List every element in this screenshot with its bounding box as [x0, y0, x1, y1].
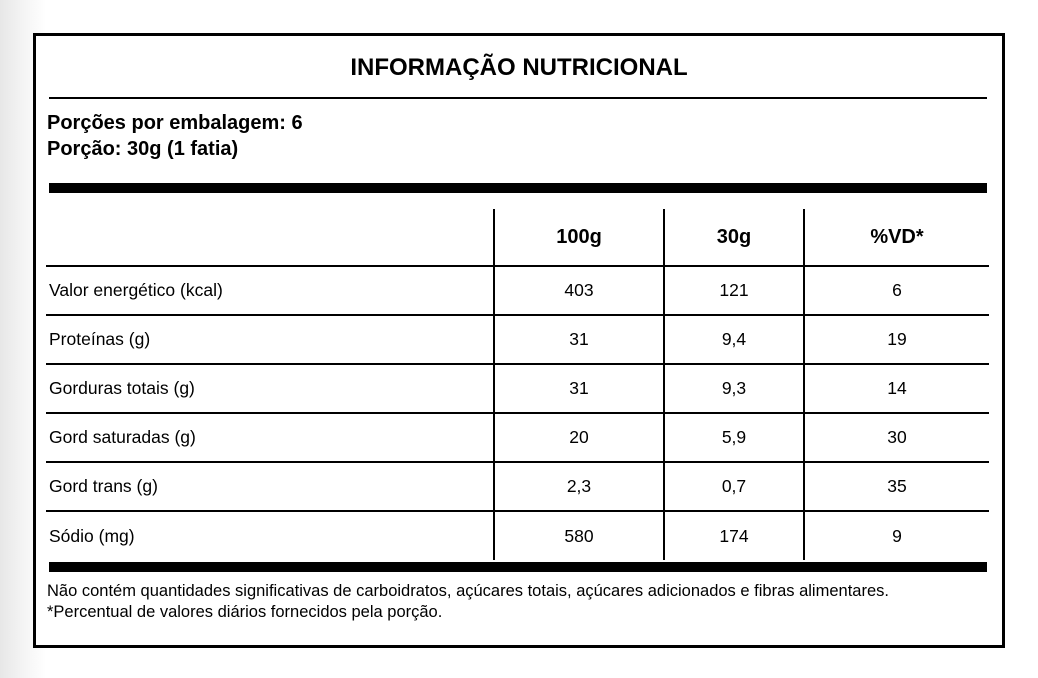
value-30g-cell: 121 [663, 266, 804, 316]
value-100g-cell: 31 [493, 315, 664, 365]
table-row-sodium: Sódio (mg) 580 174 9 [46, 511, 989, 560]
nutrition-label: INFORMAÇÃO NUTRICIONAL Porções por embal… [33, 33, 1005, 648]
value-100g-cell: 31 [493, 364, 664, 414]
servings-per-package: Porções por embalagem: 6 [47, 112, 303, 134]
value-30g-cell: 9,4 [663, 315, 804, 365]
nutrition-table: 100g 30g %VD* Valor energético (kcal) 40… [46, 209, 989, 560]
table-header-row: 100g 30g %VD* [46, 209, 989, 267]
value-vd-cell: 30 [803, 413, 989, 463]
serving-size: Porção: 30g (1 fatia) [47, 138, 239, 160]
value-vd-cell: 14 [803, 364, 989, 414]
value-vd-cell: 6 [803, 266, 989, 316]
separator-bar-top [49, 183, 987, 193]
nutrient-name-cell: Gorduras totais (g) [46, 364, 494, 414]
header-30g: 30g [663, 209, 804, 267]
value-vd-cell: 35 [803, 462, 989, 512]
title-divider [49, 97, 987, 99]
value-vd-cell: 19 [803, 315, 989, 365]
value-100g-cell: 403 [493, 266, 664, 316]
value-vd-cell: 9 [803, 511, 989, 560]
footnote-text: Não contém quantidades significativas de… [47, 582, 889, 621]
table-row-trans-fat: Gord trans (g) 2,3 0,7 35 [46, 462, 989, 512]
value-100g-cell: 580 [493, 511, 664, 560]
nutrient-name-cell: Gord trans (g) [46, 462, 494, 512]
table-row-total-fat: Gorduras totais (g) 31 9,3 14 [46, 364, 989, 414]
nutrient-name-cell: Valor energético (kcal) [46, 266, 494, 316]
nutrient-name-cell: Proteínas (g) [46, 315, 494, 365]
nutrient-name-cell: Gord saturadas (g) [46, 413, 494, 463]
header-percent-vd: %VD* [803, 209, 989, 267]
value-30g-cell: 0,7 [663, 462, 804, 512]
table-row-energy: Valor energético (kcal) 403 121 6 [46, 266, 989, 316]
table-row-saturated-fat: Gord saturadas (g) 20 5,9 30 [46, 413, 989, 463]
header-nutrient [46, 209, 494, 267]
header-100g: 100g [493, 209, 664, 267]
value-100g-cell: 20 [493, 413, 664, 463]
separator-bar-bottom [49, 562, 987, 572]
value-100g-cell: 2,3 [493, 462, 664, 512]
table-row-protein: Proteínas (g) 31 9,4 19 [46, 315, 989, 365]
value-30g-cell: 174 [663, 511, 804, 560]
servings-info: Porções por embalagem: 6 Porção: 30g (1 … [47, 110, 987, 162]
nutrient-name-cell: Sódio (mg) [49, 525, 135, 546]
value-30g-cell: 9,3 [663, 364, 804, 414]
value-30g-cell: 5,9 [663, 413, 804, 463]
label-title: INFORMAÇÃO NUTRICIONAL [350, 54, 688, 81]
